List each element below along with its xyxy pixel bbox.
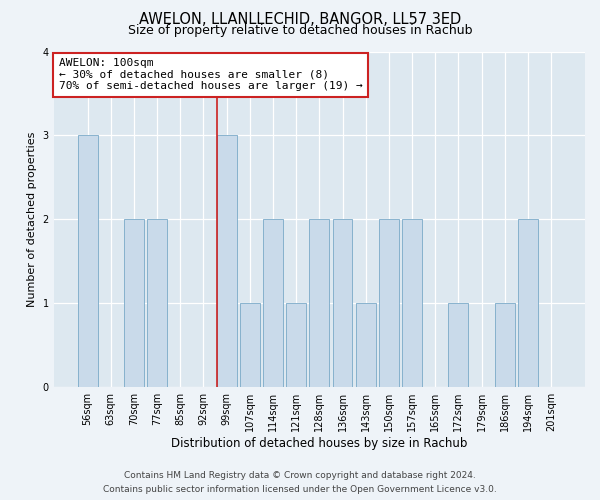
Bar [124,220,144,387]
Y-axis label: Number of detached properties: Number of detached properties [27,132,37,307]
X-axis label: Distribution of detached houses by size in Rachub: Distribution of detached houses by size … [171,437,467,450]
Bar [495,304,515,387]
Bar [379,220,398,387]
Bar [240,304,260,387]
Bar [518,220,538,387]
Bar [263,220,283,387]
Bar [402,220,422,387]
Bar [78,136,98,387]
Bar [448,304,468,387]
Bar [217,136,236,387]
Text: AWELON: 100sqm
← 30% of detached houses are smaller (8)
70% of semi-detached hou: AWELON: 100sqm ← 30% of detached houses … [59,58,363,92]
Text: Size of property relative to detached houses in Rachub: Size of property relative to detached ho… [128,24,472,37]
Bar [286,304,306,387]
Text: AWELON, LLANLLECHID, BANGOR, LL57 3ED: AWELON, LLANLLECHID, BANGOR, LL57 3ED [139,12,461,28]
Bar [310,220,329,387]
Text: Contains HM Land Registry data © Crown copyright and database right 2024.
Contai: Contains HM Land Registry data © Crown c… [103,472,497,494]
Bar [148,220,167,387]
Bar [356,304,376,387]
Bar [332,220,352,387]
